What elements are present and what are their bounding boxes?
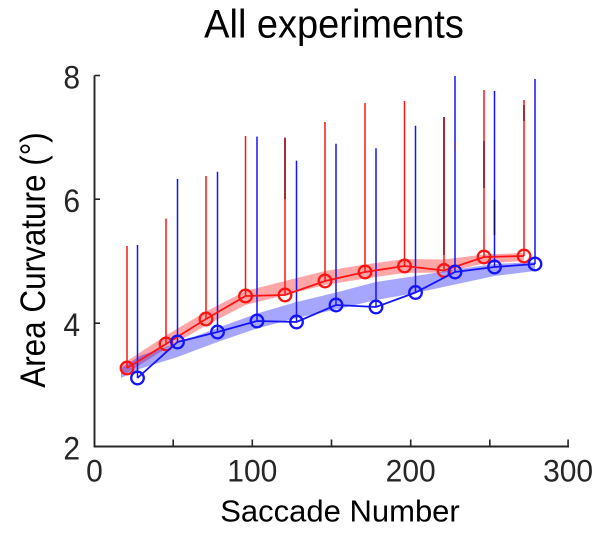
svg-text:Area Curvature (°): Area Curvature (°) — [14, 132, 53, 388]
svg-text:6: 6 — [63, 183, 80, 219]
svg-text:100: 100 — [227, 453, 277, 489]
svg-text:300: 300 — [543, 453, 593, 489]
svg-text:0: 0 — [86, 453, 103, 489]
svg-text:8: 8 — [63, 59, 80, 95]
svg-text:Saccade Number: Saccade Number — [220, 494, 460, 529]
svg-text:2: 2 — [63, 430, 80, 466]
svg-text:4: 4 — [63, 307, 80, 343]
svg-text:200: 200 — [386, 453, 436, 489]
svg-text:All experiments: All experiments — [204, 3, 464, 47]
